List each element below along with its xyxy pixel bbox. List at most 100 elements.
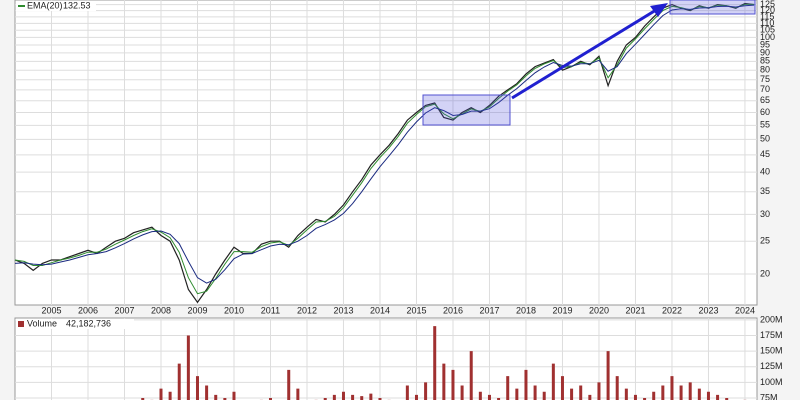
volume-bar <box>205 385 209 400</box>
volume-bar <box>159 388 163 400</box>
y-tick-label: 60 <box>760 107 770 117</box>
volume-bar <box>615 376 619 400</box>
y-tick-label: 50 <box>760 134 770 144</box>
volume-bar <box>141 398 145 400</box>
volume-bar <box>579 385 583 400</box>
x-tick-label: 2015 <box>406 305 426 315</box>
x-tick-label: 2022 <box>662 305 682 315</box>
x-tick-label: 2018 <box>516 305 536 315</box>
x-tick-label: 2012 <box>297 305 317 315</box>
volume-bar <box>268 398 272 400</box>
x-tick-label: 2016 <box>443 305 463 315</box>
y-tick-label: 175M <box>760 330 783 340</box>
x-tick-label: 2021 <box>625 305 645 315</box>
y-tick-label: 150M <box>760 346 783 356</box>
volume-bar <box>186 335 190 400</box>
x-tick-label: 2009 <box>187 305 207 315</box>
y-tick-label: 115 <box>760 11 774 21</box>
volume-bar <box>487 394 491 400</box>
volume-bar <box>679 385 683 400</box>
volume-bar <box>515 388 519 400</box>
volume-bar <box>497 398 501 400</box>
y-tick-label: 90 <box>760 47 770 57</box>
volume-bar <box>597 382 601 400</box>
volume-bar <box>697 388 701 400</box>
legend-bg <box>16 1 96 11</box>
series-line <box>14 3 755 295</box>
y-tick-label: 35 <box>760 186 770 196</box>
x-tick-label: 2007 <box>114 305 134 315</box>
x-tick-label: 2019 <box>552 305 572 315</box>
volume-bar <box>643 398 647 400</box>
volume-bar <box>424 382 428 400</box>
volume-bar <box>296 388 300 400</box>
volume-bar <box>551 363 555 400</box>
x-tick-label: 2006 <box>78 305 98 315</box>
volume-bar <box>633 394 637 400</box>
x-tick-label: 2010 <box>224 305 244 315</box>
volume-bar <box>214 394 218 400</box>
volume-bar <box>287 369 291 400</box>
legend-value: 132.53 <box>63 0 91 10</box>
x-tick-label: 2013 <box>333 305 353 315</box>
series-line <box>14 4 755 284</box>
plot: 2025303540455055606570758085909510010511… <box>14 0 783 400</box>
y-tick-label: 95 <box>760 39 770 49</box>
volume-bar <box>195 376 199 400</box>
y-tick-label: 100M <box>760 377 783 387</box>
volume-bar <box>460 385 464 400</box>
x-tick-label: 2020 <box>589 305 609 315</box>
volume-title: Volume <box>27 318 57 328</box>
volume-panel <box>14 317 758 400</box>
volume-bar <box>451 369 455 400</box>
volume-bar <box>369 393 373 400</box>
volume-bar <box>351 394 355 400</box>
volume-bar <box>360 396 364 400</box>
volume-bar <box>323 398 327 400</box>
x-tick-label: 2024 <box>735 305 755 315</box>
volume-bar <box>652 391 656 400</box>
volume-bar <box>624 388 628 400</box>
y-tick-label: 120 <box>760 5 775 15</box>
legend-label: EMA(20) <box>27 0 63 10</box>
volume-bar <box>378 398 382 400</box>
y-tick-label: 125 <box>760 0 775 9</box>
volume-bar <box>688 382 692 400</box>
volume-bar <box>414 394 418 400</box>
volume-bar <box>570 388 574 400</box>
y-tick-label: 85 <box>760 56 770 66</box>
volume-bar <box>433 326 437 400</box>
volume-bar <box>469 351 473 400</box>
volume-bar <box>341 391 345 400</box>
volume-bar <box>223 398 227 400</box>
volume-bar <box>524 369 528 400</box>
x-tick-label: 2023 <box>698 305 718 315</box>
arrow-head <box>650 3 668 17</box>
volume-bar <box>542 391 546 400</box>
volume-bar <box>716 394 720 400</box>
volume-bar <box>670 376 674 400</box>
range-box <box>669 0 756 15</box>
volume-bar <box>177 363 181 400</box>
y-tick-label: 30 <box>760 209 770 219</box>
x-tick-label: 2011 <box>261 305 280 315</box>
y-tick-label: 70 <box>760 84 770 94</box>
y-tick-label: 80 <box>760 65 770 75</box>
volume-bar <box>405 385 409 400</box>
trend-arrow <box>511 8 657 100</box>
y-tick-label: 20 <box>760 268 770 278</box>
series-line <box>14 2 755 304</box>
legend-swatch <box>18 321 24 327</box>
x-tick-label: 2014 <box>370 305 390 315</box>
y-tick-label: 40 <box>760 167 770 177</box>
x-tick-label: 2017 <box>479 305 499 315</box>
y-tick-label: 110 <box>760 18 774 28</box>
y-tick-label: 55 <box>760 120 770 130</box>
y-tick-label: 75 <box>760 74 770 84</box>
volume-bar <box>232 391 236 400</box>
volume-bar <box>168 391 172 400</box>
volume-bar <box>332 394 336 400</box>
volume-bar <box>725 398 729 400</box>
